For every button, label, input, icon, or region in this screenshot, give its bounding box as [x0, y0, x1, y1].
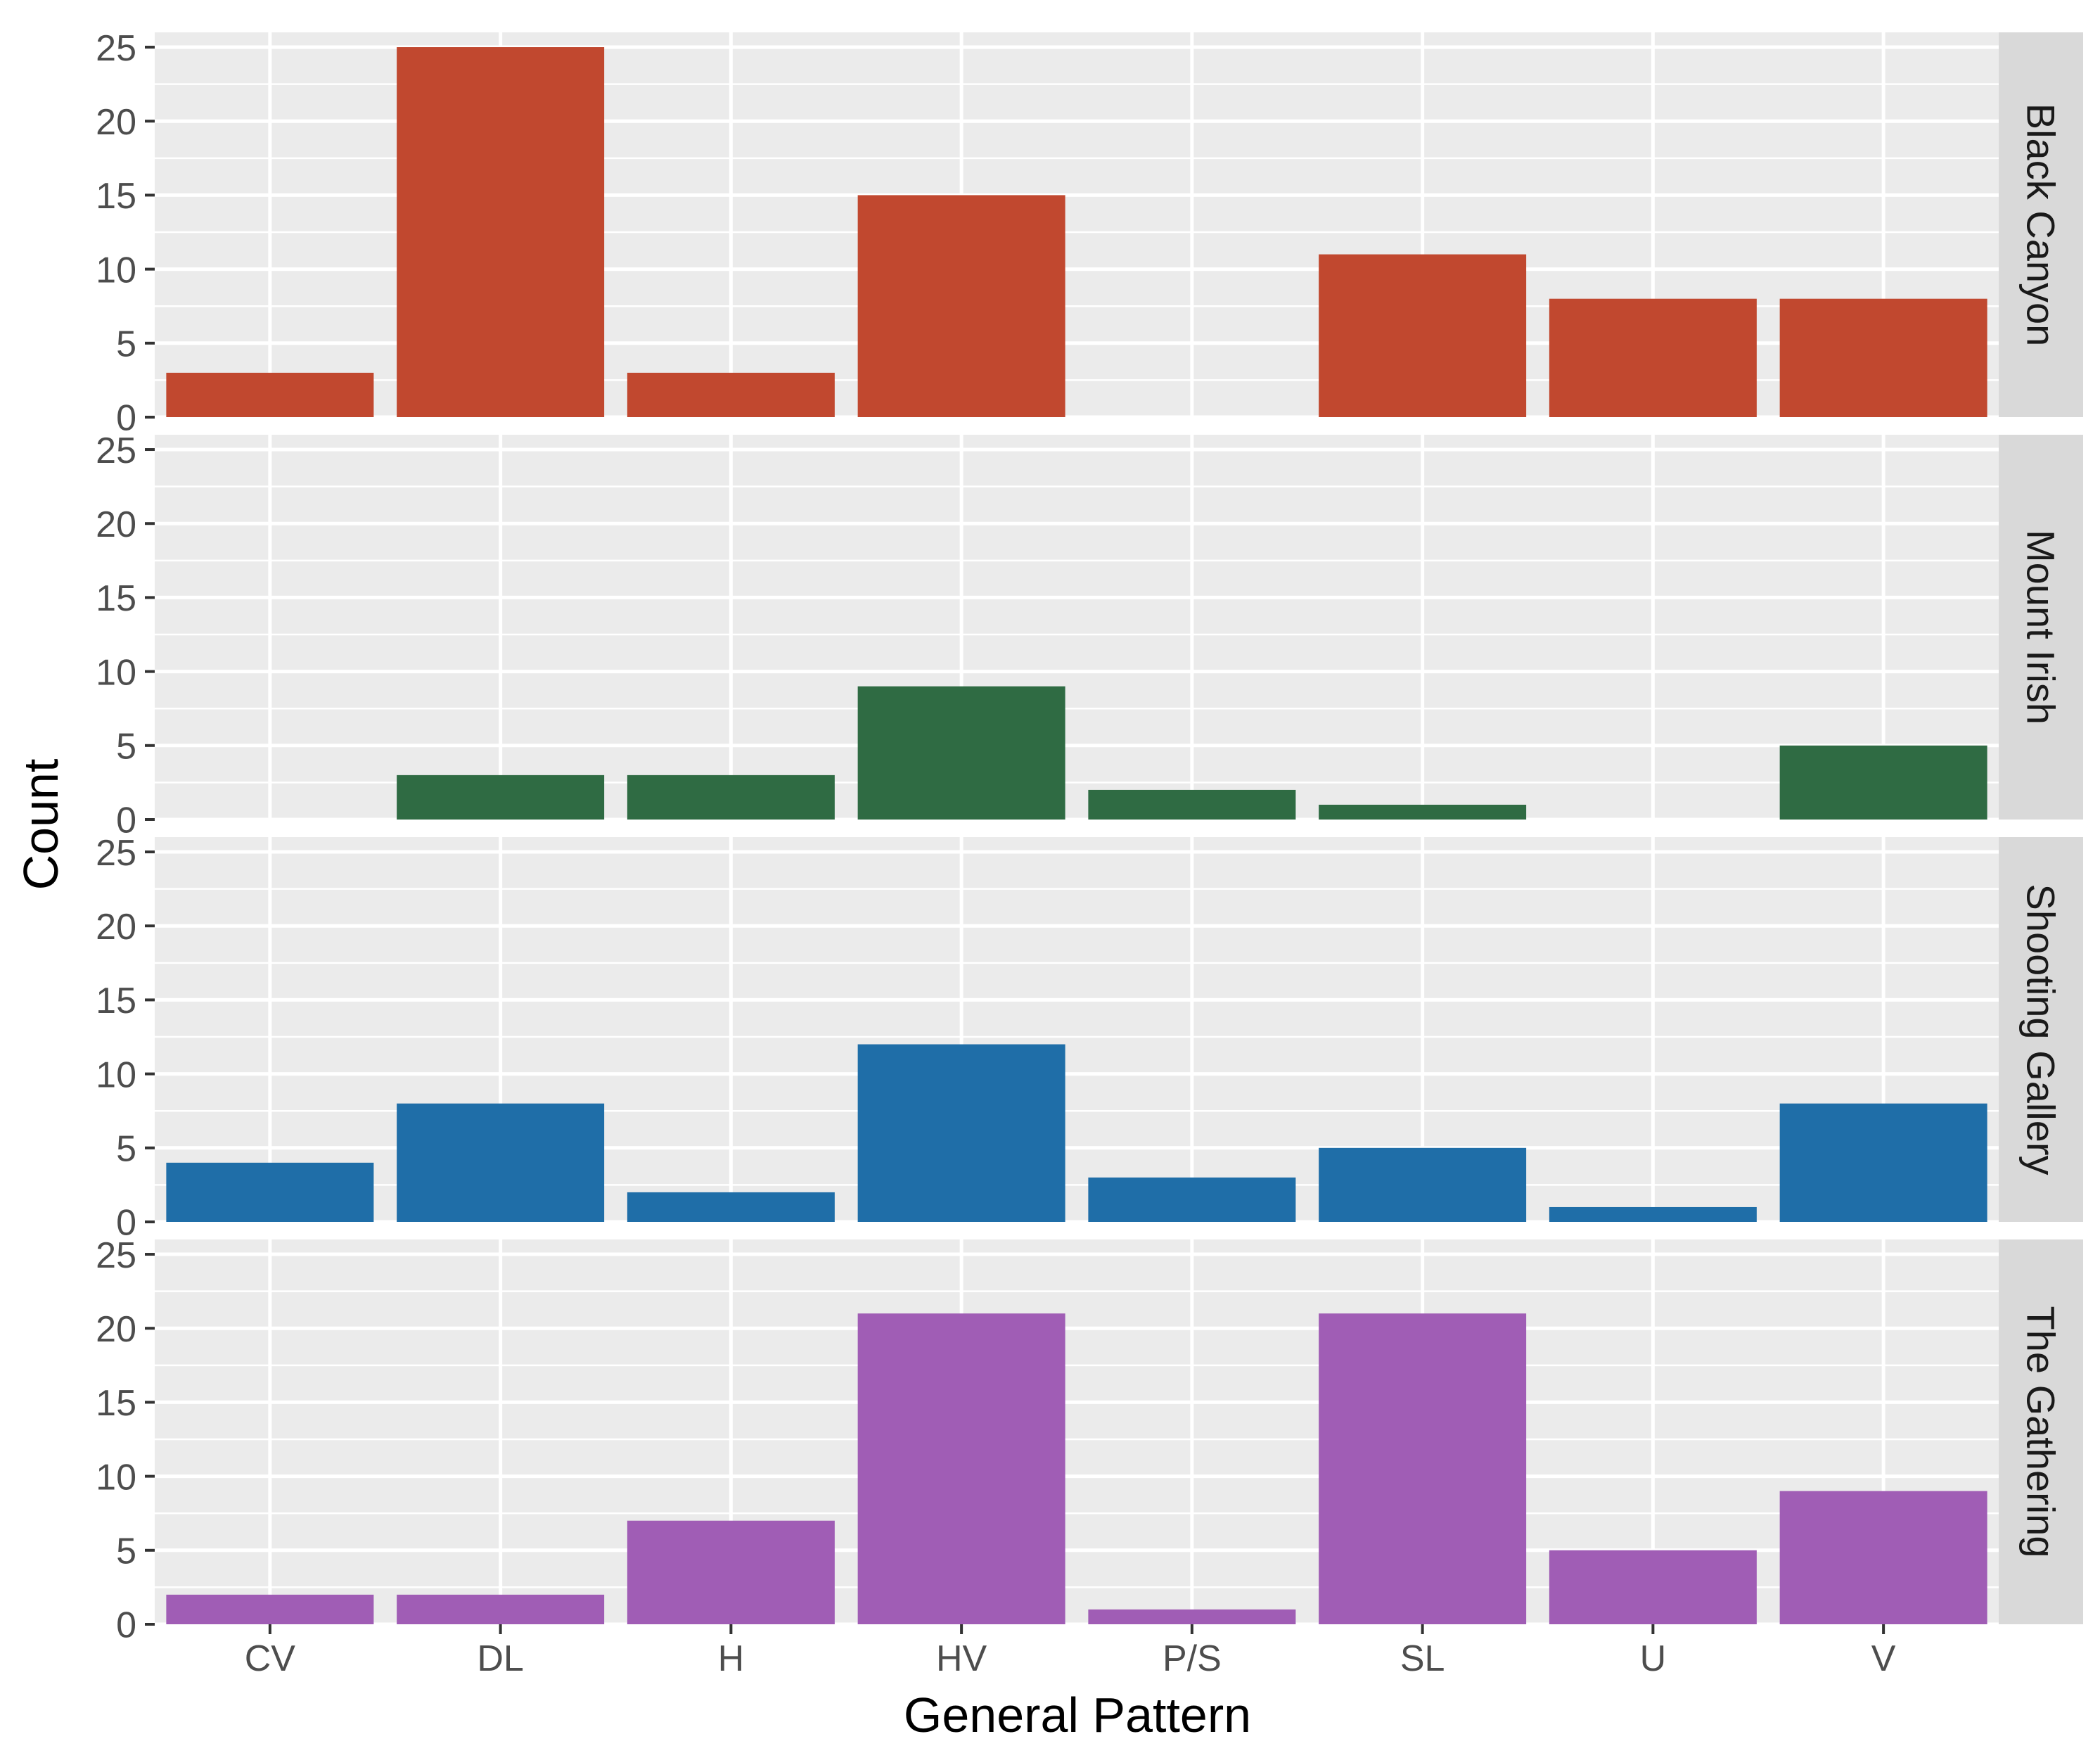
bar-the-gathering-hv [857, 1313, 1065, 1624]
bar-shooting-gallery-u [1549, 1206, 1757, 1222]
y-tick-label: 0 [116, 1203, 136, 1244]
bar-mount-irish-v [1779, 745, 1987, 820]
bar-the-gathering-sl [1319, 1313, 1527, 1624]
bar-shooting-gallery-h [627, 1192, 835, 1222]
bar-shooting-gallery-sl [1319, 1147, 1527, 1222]
bar-black-canyon-sl [1319, 254, 1527, 417]
bar-mount-irish-sl [1319, 804, 1527, 820]
y-tick-label: 5 [116, 1129, 136, 1170]
x-axis: CV DL H HV P/S SL U V [245, 1624, 1896, 1679]
bar-black-canyon-u [1549, 298, 1757, 417]
facet-strip [1999, 837, 2083, 1222]
y-tick-label: 0 [116, 1605, 136, 1646]
x-tick-label: U [1640, 1638, 1667, 1679]
panel-mount-irish: 0 5 10 15 20 25 Mount Irish [96, 431, 2083, 841]
facet-strip-label: The Gathering [2019, 1306, 2063, 1558]
x-tick-label: HV [936, 1638, 987, 1679]
y-tick-label: 10 [96, 1054, 136, 1095]
x-tick-label: SL [1400, 1638, 1445, 1679]
x-tick-label: DL [477, 1638, 523, 1679]
facet-strip-label: Mount Irish [2019, 530, 2063, 725]
facet-strip-label: Black Canyon [2019, 103, 2063, 347]
bar-the-gathering-v [1779, 1491, 1987, 1624]
bar-the-gathering-h [627, 1520, 835, 1624]
bar-the-gathering-p-s [1088, 1609, 1296, 1624]
y-tick-label: 20 [96, 102, 136, 143]
y-tick-label: 15 [96, 578, 136, 619]
y-tick-label: 5 [116, 324, 136, 365]
x-tick-label: V [1871, 1638, 1896, 1679]
bar-the-gathering-dl [397, 1594, 605, 1624]
bar-mount-irish-h [627, 774, 835, 820]
bar-shooting-gallery-hv [857, 1044, 1065, 1222]
bar-shooting-gallery-p-s [1088, 1177, 1296, 1222]
y-tick-label: 0 [116, 398, 136, 439]
bar-black-canyon-v [1779, 298, 1987, 417]
facet-strip [1999, 435, 2083, 820]
bar-the-gathering-u [1549, 1550, 1757, 1624]
x-tick-label: CV [245, 1638, 296, 1679]
y-tick-label: 25 [96, 431, 136, 471]
y-tick-label: 20 [96, 504, 136, 545]
bar-shooting-gallery-v [1779, 1103, 1987, 1222]
facet-strip-label: Shooting Gallery [2019, 884, 2063, 1175]
y-tick-label: 25 [96, 28, 136, 69]
y-tick-label: 10 [96, 1457, 136, 1498]
bar-mount-irish-dl [397, 774, 605, 820]
bar-the-gathering-cv [166, 1594, 374, 1624]
panel-black-canyon: 0 5 10 15 20 25 Black Canyon [96, 28, 2083, 439]
y-tick-label: 25 [96, 833, 136, 874]
y-tick-label: 25 [96, 1235, 136, 1276]
x-tick-label: P/S [1163, 1638, 1222, 1679]
y-tick-label: 20 [96, 907, 136, 948]
panels-layer: 0 5 10 15 20 25 Black Canyon 0 5 10 15 20 25 Mount Ir… [96, 28, 2083, 1646]
bar-shooting-gallery-cv [166, 1162, 374, 1222]
facet-strip [1999, 32, 2083, 417]
bar-black-canyon-dl [397, 47, 605, 418]
bar-black-canyon-hv [857, 195, 1065, 417]
y-tick-label: 15 [96, 176, 136, 217]
x-tick-label: H [718, 1638, 745, 1679]
y-tick-label: 5 [116, 727, 136, 767]
y-tick-label: 20 [96, 1309, 136, 1350]
bar-mount-irish-hv [857, 686, 1065, 820]
y-tick-label: 10 [96, 652, 136, 693]
y-tick-label: 15 [96, 981, 136, 1021]
y-tick-label: 10 [96, 250, 136, 291]
panel-background [155, 435, 1999, 820]
facet-strip [1999, 1239, 2083, 1624]
bar-shooting-gallery-dl [397, 1103, 605, 1222]
y-tick-label: 5 [116, 1531, 136, 1572]
bar-black-canyon-h [627, 372, 835, 417]
bar-mount-irish-p-s [1088, 789, 1296, 820]
bar-black-canyon-cv [166, 372, 374, 417]
panel-shooting-gallery: 0 5 10 15 20 25 Shooting Gallery [96, 833, 2083, 1244]
y-tick-label: 15 [96, 1383, 136, 1424]
y-axis-title: Count [13, 759, 68, 891]
panel-the-gathering: 0 5 10 15 20 25 The Gathering [96, 1235, 2083, 1646]
y-tick-label: 0 [116, 801, 136, 841]
x-axis-title: General Pattern [904, 1688, 1251, 1742]
